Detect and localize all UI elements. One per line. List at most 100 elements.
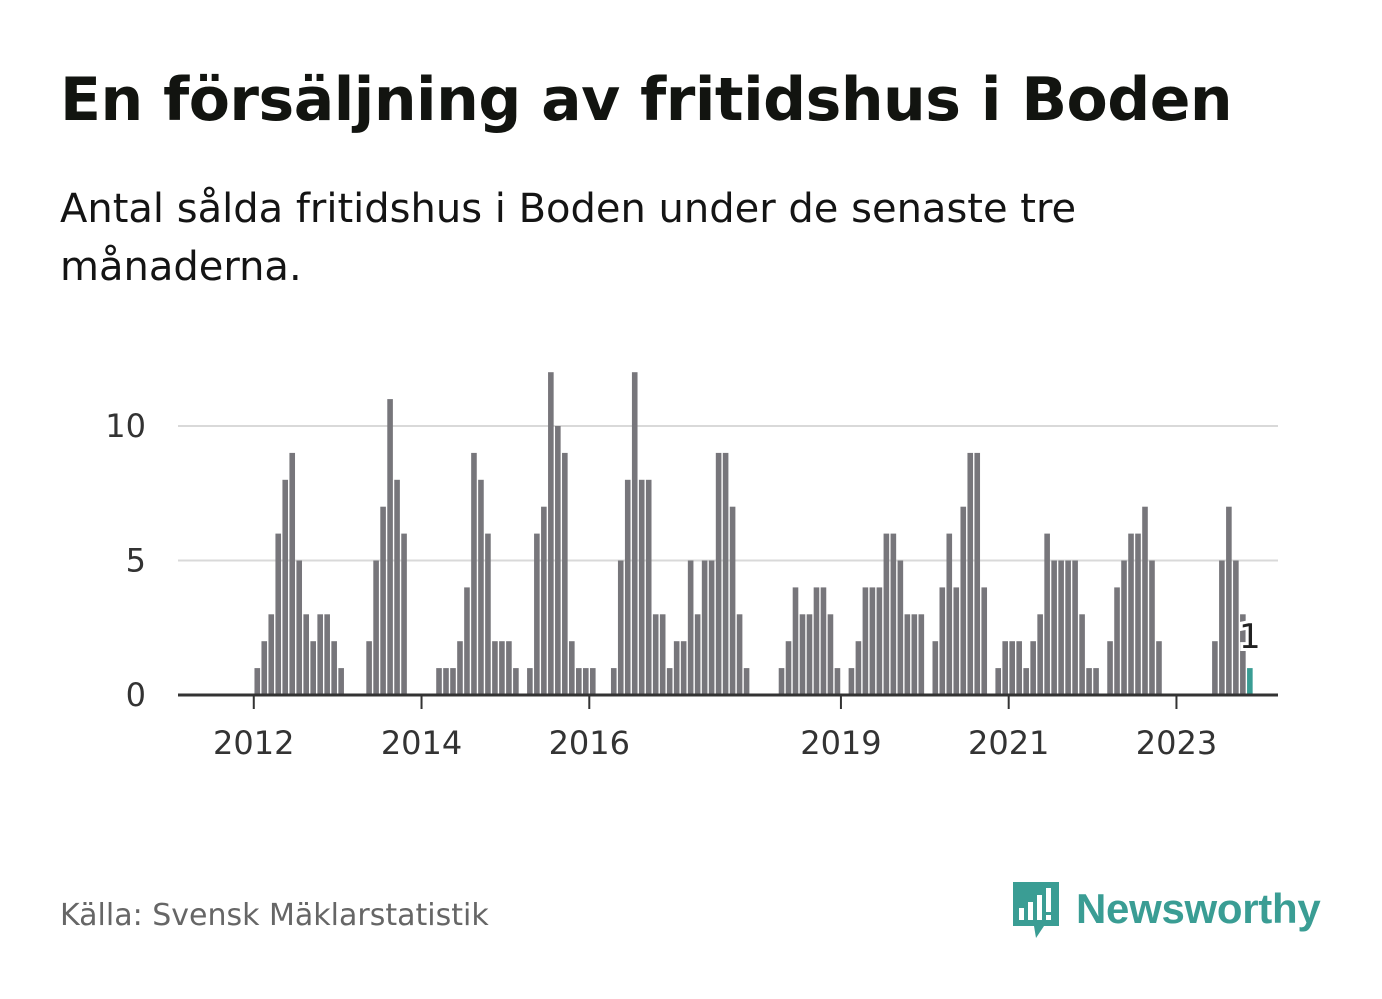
bar xyxy=(394,479,400,695)
bar xyxy=(904,614,911,695)
brand-logo: Newsworthy xyxy=(1010,878,1321,940)
bar xyxy=(806,614,813,695)
bar xyxy=(513,668,519,695)
bar xyxy=(1135,533,1141,695)
bar-chart-speech-bubble-icon xyxy=(1013,882,1059,938)
y-tick-label: 0 xyxy=(126,676,146,714)
bar xyxy=(715,452,722,695)
bar xyxy=(254,668,261,695)
bar xyxy=(813,587,820,695)
bar xyxy=(834,668,841,695)
bar xyxy=(1044,533,1050,695)
bar xyxy=(799,614,806,695)
axes: 0 5 10 2012 2014 2016 2019 2021 2023 1 xyxy=(105,407,1278,762)
bar xyxy=(743,668,750,695)
bar xyxy=(610,668,617,695)
source-note: Källa: Svensk Mäklarstatistik xyxy=(60,898,489,933)
bar xyxy=(659,614,666,695)
bar xyxy=(534,533,540,695)
bar xyxy=(464,587,470,695)
x-tick-label: 2023 xyxy=(1136,724,1217,762)
x-tick-label: 2012 xyxy=(213,724,294,762)
bar xyxy=(589,668,596,695)
bar xyxy=(1240,614,1246,695)
bar xyxy=(506,641,512,695)
bar xyxy=(499,641,505,695)
bar xyxy=(576,668,582,695)
bar xyxy=(645,479,652,695)
bar xyxy=(527,668,533,695)
bar-highlight xyxy=(1247,668,1253,695)
x-tick-label: 2016 xyxy=(549,724,630,762)
bar xyxy=(1058,560,1064,695)
bar xyxy=(1037,614,1043,695)
bar xyxy=(638,479,645,695)
bar xyxy=(324,614,330,695)
highlight-value-label: 1 xyxy=(1239,617,1261,657)
bar-chart: 0 5 10 2012 2014 2016 2019 2021 2023 1 xyxy=(105,372,1278,762)
bar xyxy=(722,452,729,695)
bar xyxy=(366,641,372,695)
bar xyxy=(1121,560,1127,695)
bar xyxy=(583,668,589,695)
bar xyxy=(862,587,869,695)
bar xyxy=(967,452,974,695)
bar xyxy=(827,614,834,695)
bars xyxy=(254,372,1253,695)
bar xyxy=(778,668,785,695)
bar xyxy=(995,668,1002,695)
bar xyxy=(1030,641,1036,695)
bar xyxy=(261,641,268,695)
bar xyxy=(1023,668,1029,695)
bar xyxy=(1226,506,1232,695)
bar xyxy=(296,560,303,695)
bar xyxy=(380,506,386,695)
bar xyxy=(303,614,309,695)
bar xyxy=(1009,641,1015,695)
bar xyxy=(953,587,960,695)
bar xyxy=(1149,560,1155,695)
bar xyxy=(876,587,883,695)
bar xyxy=(687,560,694,695)
bar xyxy=(883,533,890,695)
bar xyxy=(492,641,498,695)
bar xyxy=(450,668,456,695)
bar xyxy=(289,452,296,695)
x-tick-label: 2021 xyxy=(968,724,1049,762)
bar xyxy=(911,614,918,695)
bar xyxy=(785,641,792,695)
y-tick-label: 5 xyxy=(126,542,146,580)
bar xyxy=(680,641,687,695)
bar xyxy=(1107,641,1113,695)
bar xyxy=(736,614,743,695)
bar xyxy=(939,587,946,695)
bar xyxy=(1079,614,1085,695)
bar xyxy=(562,452,568,695)
bar xyxy=(1065,560,1071,695)
bar xyxy=(282,479,289,695)
bar xyxy=(1128,533,1134,695)
bar xyxy=(457,641,463,695)
bar xyxy=(673,641,680,695)
bar xyxy=(820,587,827,695)
bar xyxy=(436,668,442,695)
brand-name: Newsworthy xyxy=(1076,885,1321,932)
bar xyxy=(932,641,939,695)
bar xyxy=(275,533,282,695)
chart-subtitle: Antal sålda fritidshus i Boden under de … xyxy=(60,186,1077,290)
bar xyxy=(946,533,953,695)
bar xyxy=(1142,506,1148,695)
bar xyxy=(1093,668,1099,695)
bar xyxy=(485,533,491,695)
bar xyxy=(317,614,323,695)
bar xyxy=(478,479,484,695)
y-tick-label: 10 xyxy=(105,407,146,445)
bar xyxy=(555,426,561,695)
bar xyxy=(1072,560,1078,695)
bar xyxy=(1156,641,1162,695)
bar xyxy=(1086,668,1092,695)
bar xyxy=(981,587,988,695)
bar xyxy=(1233,560,1239,695)
bar xyxy=(666,668,673,695)
bar xyxy=(1212,641,1218,695)
